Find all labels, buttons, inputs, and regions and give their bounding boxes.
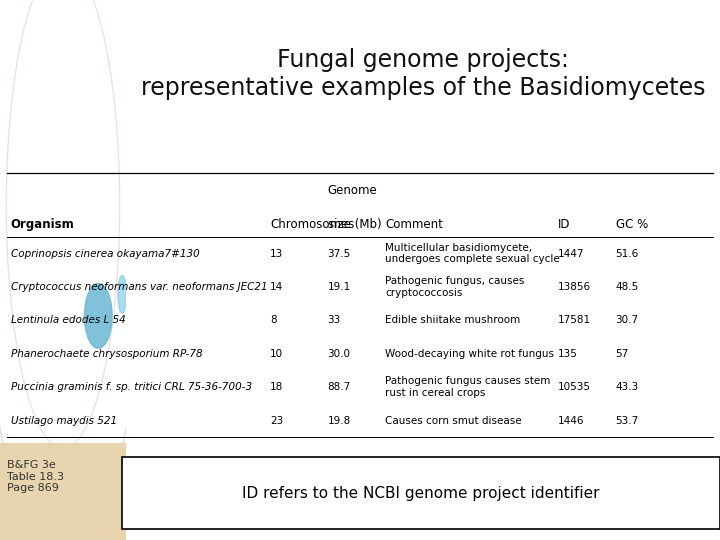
Text: Pathogenic fungus, causes
cryptococcosis: Pathogenic fungus, causes cryptococcosis (385, 276, 525, 298)
Text: Multicellular basidiomycete,
undergoes complete sexual cycle: Multicellular basidiomycete, undergoes c… (385, 243, 560, 265)
Text: Lentinula edodes L 54: Lentinula edodes L 54 (11, 315, 125, 326)
Text: ID: ID (558, 219, 570, 232)
Text: Edible shiitake mushroom: Edible shiitake mushroom (385, 315, 521, 326)
Text: Cryptococcus neoformans var. neoformans JEC21: Cryptococcus neoformans var. neoformans … (11, 282, 267, 292)
Text: B&FG 3e
Table 18.3
Page 869: B&FG 3e Table 18.3 Page 869 (7, 460, 64, 494)
Text: 53.7: 53.7 (616, 416, 639, 426)
Text: Ustilago maydis 521: Ustilago maydis 521 (11, 416, 117, 426)
Text: 13: 13 (270, 249, 283, 259)
Text: Phanerochaete chrysosporium RP-78: Phanerochaete chrysosporium RP-78 (11, 349, 202, 359)
Text: 18: 18 (270, 382, 283, 392)
Text: 30.7: 30.7 (616, 315, 639, 326)
Text: Chromosomes: Chromosomes (270, 219, 354, 232)
Text: size (Mb): size (Mb) (328, 219, 381, 232)
Text: 43.3: 43.3 (616, 382, 639, 392)
FancyBboxPatch shape (0, 443, 126, 540)
Text: ID refers to the NCBI genome project identifier: ID refers to the NCBI genome project ide… (243, 486, 600, 501)
Ellipse shape (84, 284, 112, 348)
Text: 57: 57 (616, 349, 629, 359)
Text: Coprinopsis cinerea okayama7#130: Coprinopsis cinerea okayama7#130 (11, 249, 199, 259)
Text: 1447: 1447 (558, 249, 585, 259)
Text: Puccinia graminis f. sp. tritici CRL 75-36-700-3: Puccinia graminis f. sp. tritici CRL 75-… (11, 382, 252, 392)
FancyBboxPatch shape (122, 457, 720, 529)
Text: Organism: Organism (11, 219, 75, 232)
Text: 14: 14 (270, 282, 283, 292)
Text: Pathogenic fungus causes stem
rust in cereal crops: Pathogenic fungus causes stem rust in ce… (385, 376, 551, 398)
Text: 1446: 1446 (558, 416, 585, 426)
Text: 19.8: 19.8 (328, 416, 351, 426)
Text: 19.1: 19.1 (328, 282, 351, 292)
Text: Fungal genome projects:
representative examples of the Basidiomycetes: Fungal genome projects: representative e… (140, 48, 706, 100)
Text: 30.0: 30.0 (328, 349, 351, 359)
Circle shape (118, 275, 127, 313)
Text: 13856: 13856 (558, 282, 591, 292)
Text: 23: 23 (270, 416, 283, 426)
Text: 51.6: 51.6 (616, 249, 639, 259)
Text: 10535: 10535 (558, 382, 591, 392)
Text: 17581: 17581 (558, 315, 591, 326)
Text: 37.5: 37.5 (328, 249, 351, 259)
Text: Comment: Comment (385, 219, 443, 232)
Text: 33: 33 (328, 315, 341, 326)
Text: 48.5: 48.5 (616, 282, 639, 292)
Text: 88.7: 88.7 (328, 382, 351, 392)
Text: Wood-decaying white rot fungus: Wood-decaying white rot fungus (385, 349, 554, 359)
Text: Causes corn smut disease: Causes corn smut disease (385, 416, 522, 426)
Text: Genome: Genome (328, 184, 377, 197)
Text: 8: 8 (270, 315, 276, 326)
Text: 135: 135 (558, 349, 578, 359)
Text: 10: 10 (270, 349, 283, 359)
Text: GC %: GC % (616, 219, 648, 232)
